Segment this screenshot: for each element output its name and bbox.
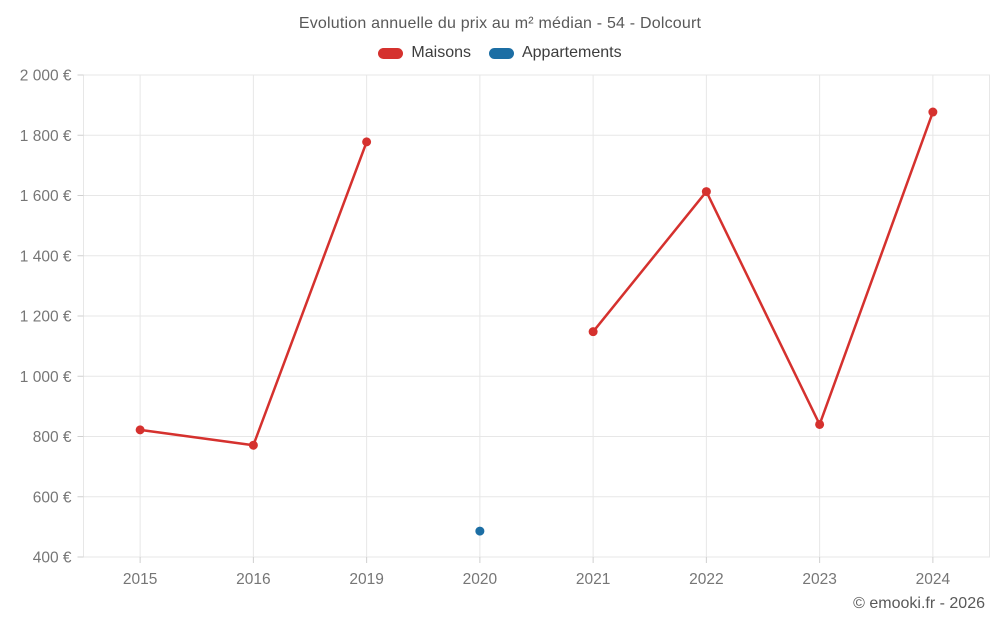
footer-credit: © emooki.fr - 2026 [853,595,985,612]
svg-text:600 €: 600 € [33,489,72,506]
chart-legend: Maisons Appartements [0,44,1000,62]
legend-label-maisons: Maisons [411,44,471,61]
svg-text:1 200 €: 1 200 € [20,309,72,326]
svg-text:2016: 2016 [236,571,270,588]
svg-text:2 000 €: 2 000 € [20,68,72,85]
chart-title: Evolution annuelle du prix au m² médian … [298,15,702,32]
svg-text:1 000 €: 1 000 € [20,369,72,386]
legend-item-appartements[interactable]: Appartements [488,44,622,62]
maisons-series-swatch-icon [378,47,404,59]
svg-text:1 400 €: 1 400 € [20,248,72,265]
legend-label-appartements: Appartements [521,44,622,61]
svg-text:2020: 2020 [463,571,498,588]
svg-text:2021: 2021 [576,571,610,588]
svg-text:2023: 2023 [802,571,836,588]
svg-text:2019: 2019 [349,571,383,588]
svg-text:400 €: 400 € [33,550,72,567]
svg-text:2022: 2022 [689,571,723,588]
svg-text:1 600 €: 1 600 € [20,188,72,205]
svg-text:2015: 2015 [123,571,157,588]
svg-text:2024: 2024 [916,571,951,588]
svg-text:800 €: 800 € [33,429,72,446]
appartements-series-swatch-icon [488,47,514,59]
svg-text:1 800 €: 1 800 € [20,128,72,145]
legend-item-maisons[interactable]: Maisons [378,44,471,62]
